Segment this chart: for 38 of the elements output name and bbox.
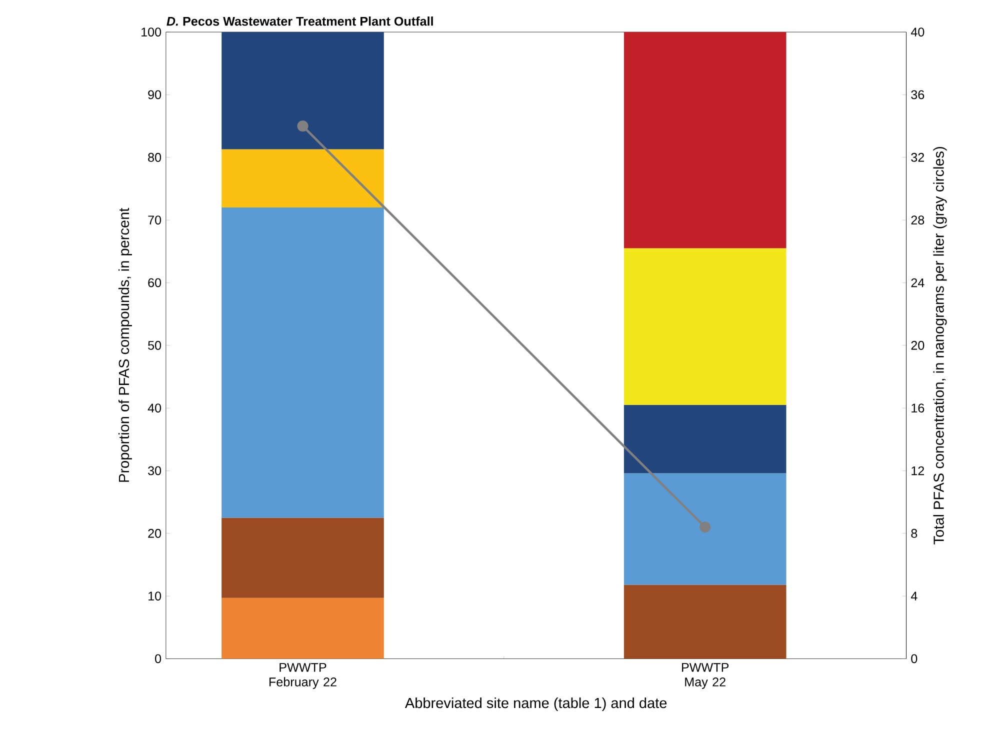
y2-tick-label: 0	[911, 654, 918, 663]
x-tick-label: PWWTP February 22	[270, 662, 336, 689]
y-tick-label: 90	[148, 90, 162, 99]
y-tick-label: 50	[148, 340, 162, 350]
y2-tick-label: 20	[911, 340, 924, 350]
bar	[222, 149, 384, 208]
y2-tick-label: 8	[911, 528, 918, 538]
bar	[624, 473, 786, 585]
bar	[222, 598, 384, 659]
y-tick-label: 10	[148, 591, 162, 600]
y2-tick-label: 24	[911, 278, 924, 287]
y-tick-label: 20	[148, 528, 162, 538]
y-tick-label: 100	[142, 27, 162, 36]
y2-tick-label: 12	[912, 466, 924, 475]
y2-tick-label: 36	[911, 90, 924, 99]
y-tick-label: 60	[148, 278, 162, 287]
y2-tick-label: 32	[911, 152, 924, 162]
y-tick-label: 0	[155, 654, 162, 663]
y-tick-label: 40	[148, 403, 162, 412]
y2-tick-label: 40	[910, 27, 924, 36]
bar	[624, 584, 786, 659]
y2-tick-label: 28	[911, 215, 924, 224]
bar	[222, 518, 384, 598]
bar	[624, 248, 786, 405]
chart-title: D. Pecos Wastewater Treatment Plant Outfall	[166, 16, 433, 26]
bar	[222, 207, 384, 518]
x-axis-title: Abbreviated site name (table 1) and date	[404, 697, 667, 711]
y-axis-title: Proportion of PFAS compounds, in percent	[118, 208, 132, 482]
bar	[624, 404, 786, 474]
y-tick-label: 80	[148, 152, 162, 162]
bar	[624, 32, 786, 248]
y2-tick-label: 16	[912, 403, 924, 412]
bar	[222, 32, 384, 150]
y-tick-label: 30	[148, 466, 162, 475]
y2-tick-label: 4	[910, 592, 918, 600]
y-tick-label: 70	[148, 215, 162, 224]
x-tick-label: PWWTP May 22	[682, 662, 729, 689]
y2-axis-title: Total PFAS concentration, in nanograms per liter (gray circles)	[933, 146, 947, 544]
